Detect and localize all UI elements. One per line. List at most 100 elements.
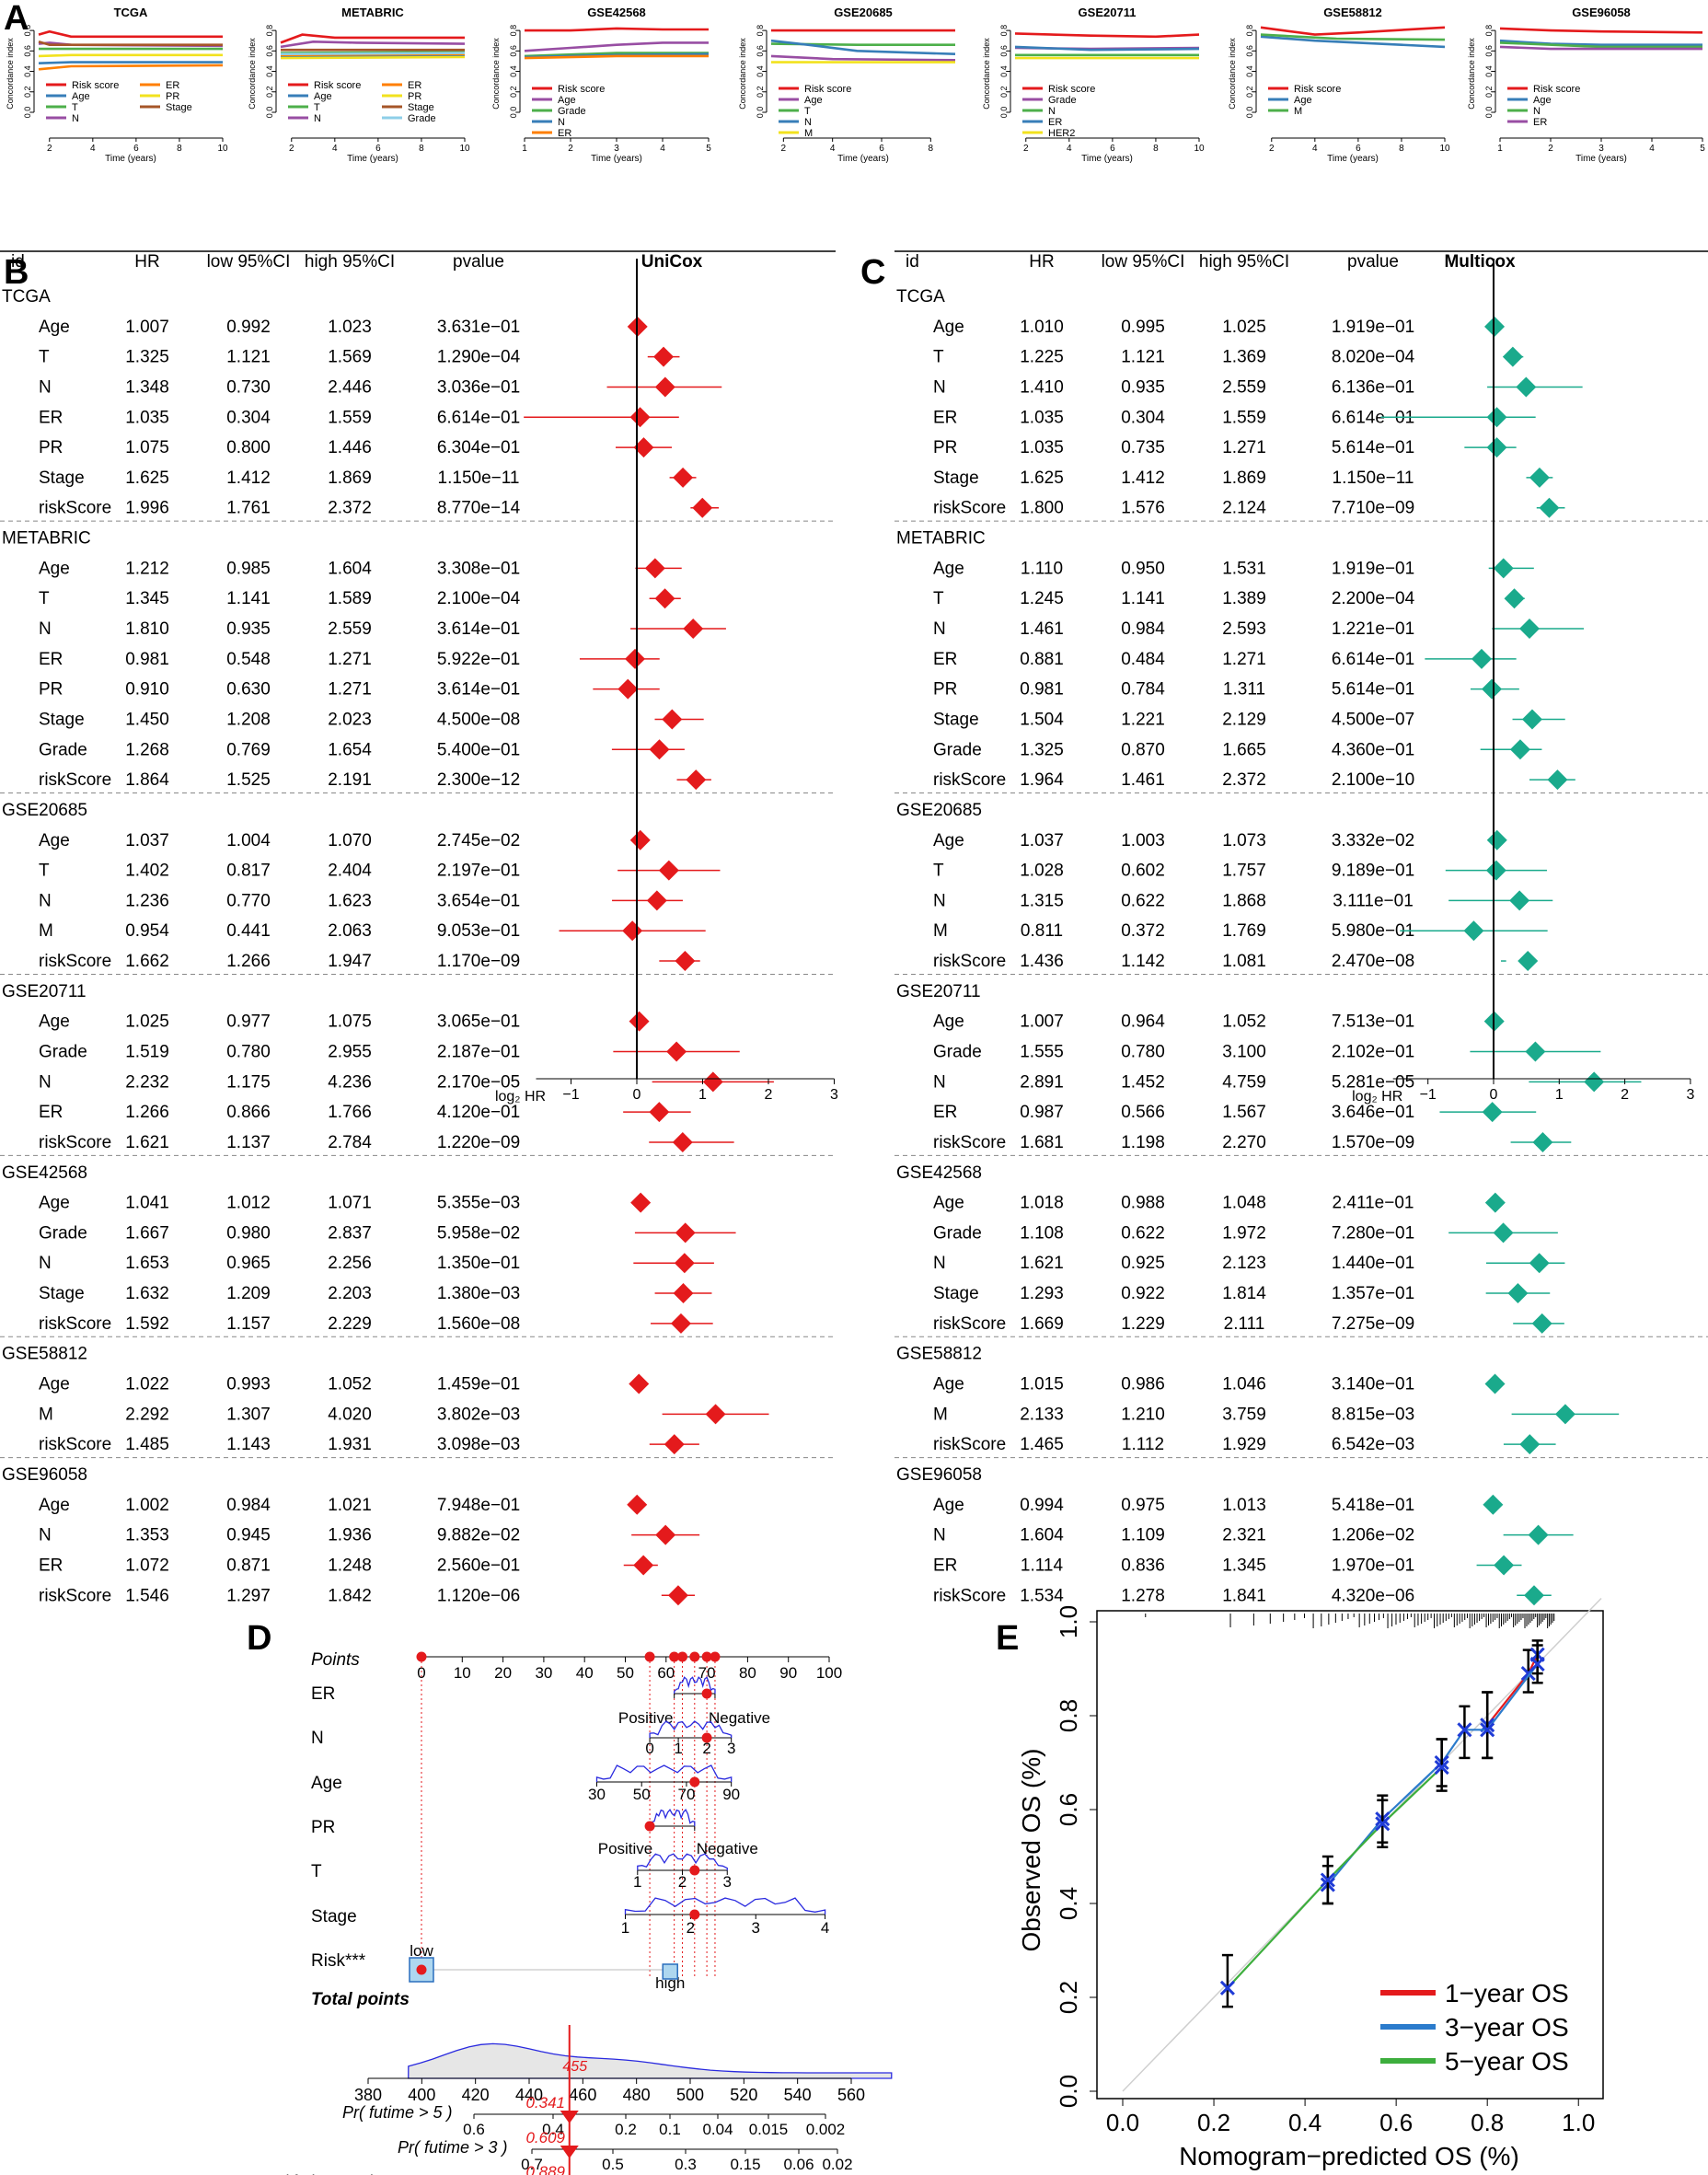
cindex-ytick-label: 0.6 [265,45,274,57]
forest-row-id: N [933,891,946,910]
nomogram-prob-label: r( futime > 1 ) [276,2172,375,2175]
forest-row-value: 1.842 [328,1586,372,1605]
forest-row-id: Stage [933,710,979,729]
forest-row-id: N [933,619,946,639]
forest-hr-diamond [1518,619,1540,640]
forest-row-value: 0.630 [226,680,271,700]
forest-row-value: 1.212 [125,559,169,578]
forest-plot-unicox: id HR low 95%CI high 95%CI pvalue UniCox TCGA A… [0,250,838,1606]
cindex-xlabel: Time (years) [347,154,398,164]
forest-row-value: 7.513e−01 [1332,1012,1414,1032]
calibration-point-marker [1375,1816,1391,1832]
cindex-title: TCGA [114,6,148,19]
cindex-legend-label: ER [558,128,571,139]
cindex-series-line [1260,26,1446,36]
cindex-xlabel: Time (years) [591,154,642,164]
cindex-legend-label: ER [1533,117,1547,128]
forest-row-value: 1.919e−01 [1332,559,1414,578]
forest-row-value: 1.021 [328,1496,372,1515]
cindex-xtick-label: 4 [830,144,836,154]
forest-row-value: 1.035 [1020,438,1064,457]
nomogram-value-dot [689,1909,700,1920]
nomogram-risk-low-dot [416,1964,427,1975]
forest-row-value: 1.412 [1121,469,1165,488]
forest-row-value: 0.866 [226,1103,271,1122]
forest-row-value: 0.566 [1121,1103,1165,1122]
cindex-ytick-label: 0.4 [23,65,32,77]
forest-row-value: 4.236 [328,1072,372,1092]
forest-row-value: 1.461 [1020,619,1064,639]
forest-hr-diamond [666,1041,687,1062]
forest-row-value: 1.389 [1222,589,1266,608]
forest-row-value: 2.411e−01 [1333,1194,1414,1213]
forest-row-id: Grade [39,1223,87,1243]
forest-row-value: 1.357e−01 [1332,1284,1414,1303]
forest-row-value: 1.271 [328,650,372,669]
forest-row-value: 1.402 [125,862,169,881]
calibration-ytick-label: 1.0 [1055,1605,1082,1638]
panel-letter-d: D [247,1619,271,1658]
forest-row-value: 4.500e−08 [437,710,520,729]
forest-row-value: 6.614e−01 [1332,408,1414,427]
forest-row-value: 2.111 [1224,1314,1265,1334]
nomogram-total-tick-label: 520 [730,2086,757,2104]
forest-row-value: 8.770e−14 [437,499,521,518]
cindex-ytick-label: 0.2 [23,87,32,98]
forest-row-id: ER [39,1556,63,1575]
forest-row-value: 1.531 [1222,559,1266,578]
forest-row-value: 5.614e−01 [1332,438,1414,457]
forest-row-value: 1.800 [1020,499,1064,518]
cindex-series-line [1014,32,1200,39]
cindex-xtick-label: 4 [1067,144,1072,154]
cindex-ytick-label: 0.0 [999,107,1009,119]
forest-row-id: riskScore [39,1314,111,1334]
forest-row-value: 2.129 [1222,710,1266,729]
forest-row-id: T [933,589,944,608]
forest-row-value: 2.560e−01 [437,1556,520,1575]
forest-row-value: 1.071 [328,1194,372,1213]
forest-row-value: 1.013 [1222,1496,1266,1515]
nomogram-points-tick-label: 100 [816,1664,842,1682]
nomogram-total-tick-label: 400 [408,2086,435,2104]
forest-header: HR [1029,252,1054,272]
forest-row-value: 2.200e−04 [1332,589,1415,608]
forest-hr-diamond [625,648,646,669]
forest-row-value: 1.450 [125,710,169,729]
nomogram-prob-tick-label: 0.002 [806,2121,846,2138]
forest-row-id: Age [933,559,964,578]
cindex-series-line [524,41,709,52]
forest-row-value: 0.980 [226,1223,271,1243]
forest-row-value: 1.028 [1020,862,1064,881]
forest-row-value: 1.075 [125,438,169,457]
forest-row-value: 7.710e−09 [1332,499,1414,518]
forest-row-value: 1.293 [1020,1284,1064,1303]
forest-row-id: Age [39,1012,70,1032]
forest-row-value: 1.412 [226,469,271,488]
cindex-xtick-label: 4 [660,144,665,154]
forest-row-value: 1.621 [1020,1254,1064,1273]
forest-row-id: T [933,862,944,881]
forest-row-value: 1.665 [1222,740,1266,759]
cindex-ytick-label: 0.2 [756,87,765,98]
forest-row-value: 1.150e−11 [1333,469,1414,488]
forest-row-value: 1.220e−09 [437,1133,520,1152]
nomogram-variable-level: 4 [821,1919,829,1937]
forest-row-value: 1.446 [328,438,372,457]
forest-xtick-label: 3 [830,1087,838,1103]
cindex-ytick-label: 0.4 [1245,65,1254,77]
cindex-series-line [280,40,466,49]
cindex-series-line [280,55,466,60]
forest-row-value: 1.653 [125,1254,169,1273]
forest-row-id: Age [933,1496,964,1515]
calibration-frame [1096,1610,1604,2100]
forest-row-value: 1.436 [1020,952,1064,971]
forest-hr-diamond [629,829,651,850]
nomogram-variable-level: 3 [723,1873,732,1891]
cindex-ytick-label: 0.0 [265,107,274,119]
cindex-title: METABRIC [341,6,404,19]
forest-row-value: 1.315 [1020,891,1064,910]
forest-row-value: 3.802e−03 [437,1405,520,1424]
forest-group-label: GSE20685 [896,801,982,820]
forest-hr-diamond [1507,1283,1529,1304]
forest-row-value: 2.191 [328,770,372,790]
